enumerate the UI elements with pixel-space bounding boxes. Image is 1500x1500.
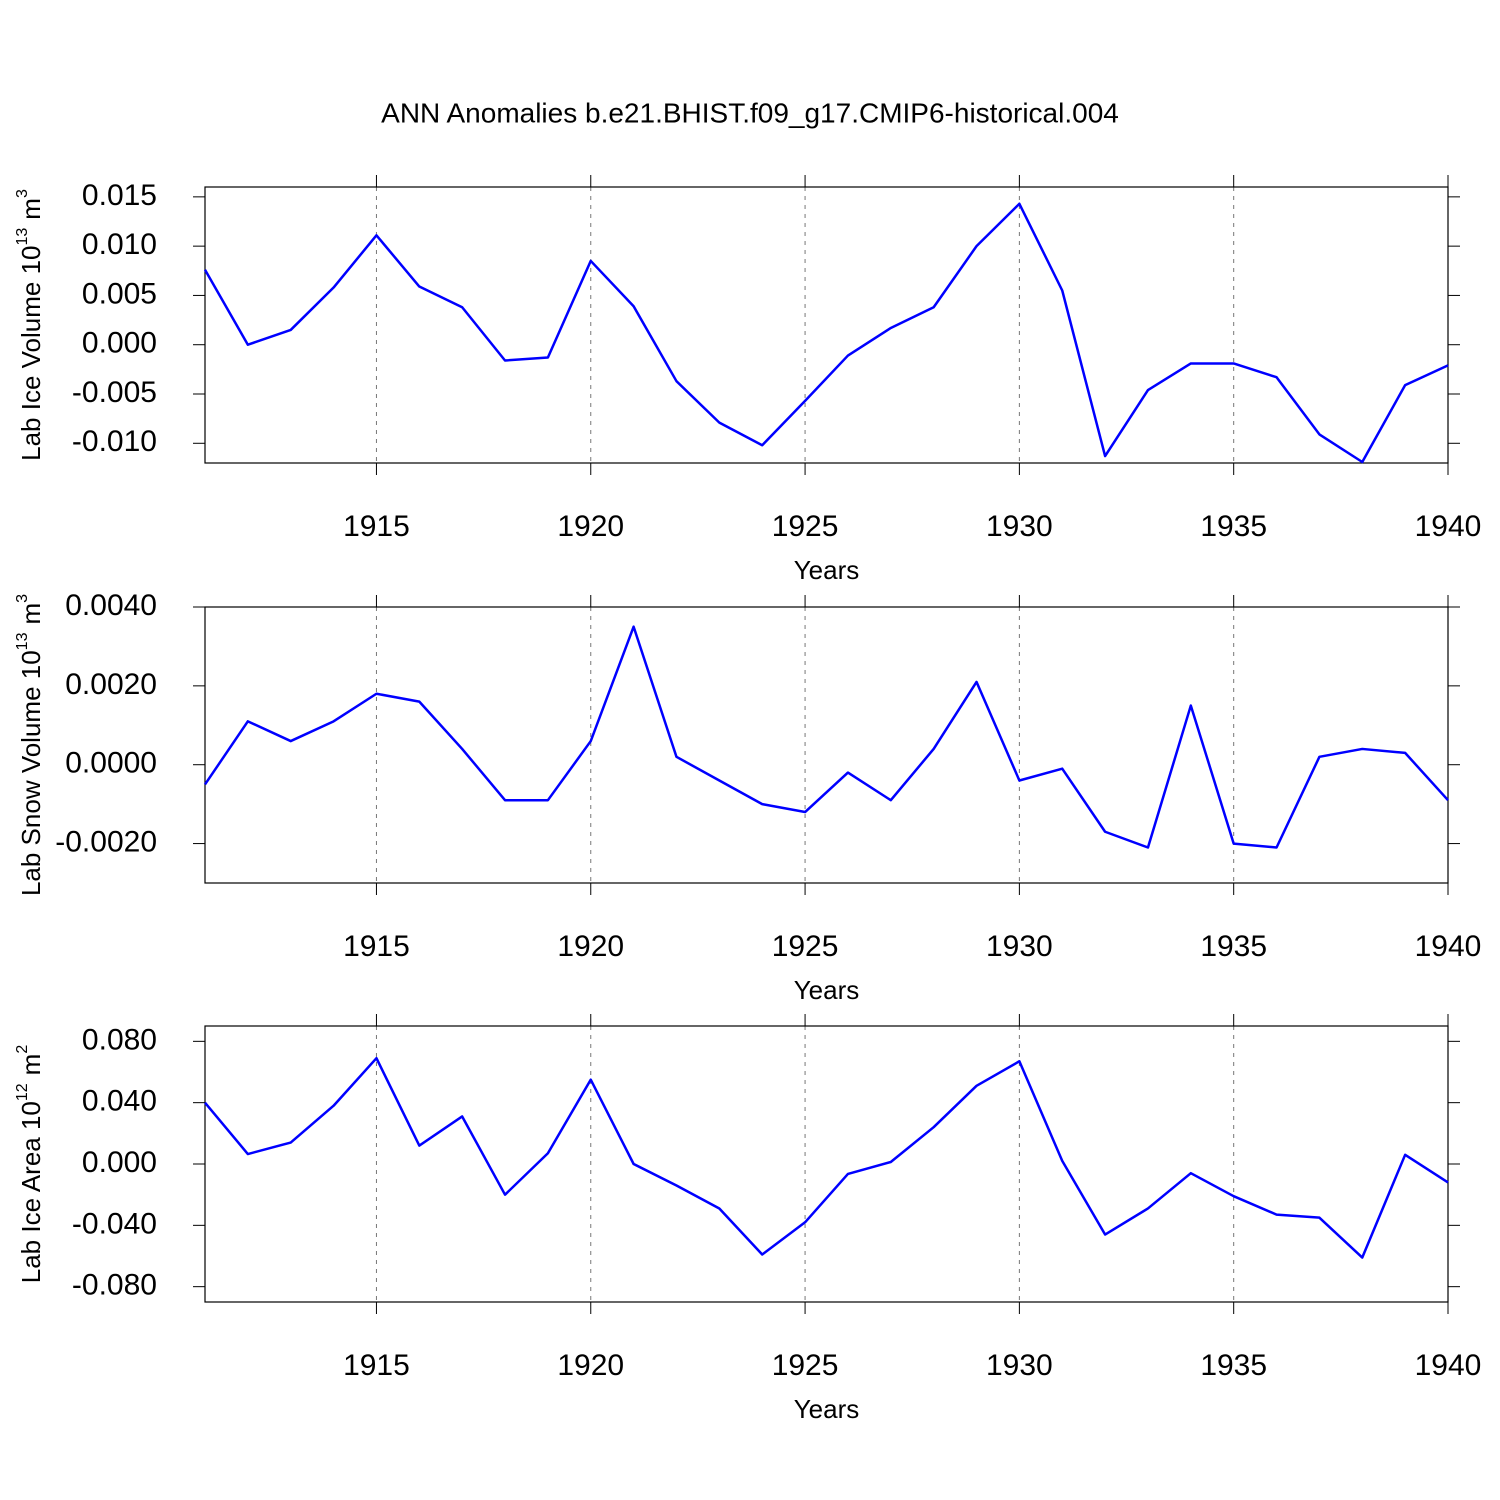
- y-label-unit-exp: 3: [14, 189, 31, 198]
- x-tick-label: 1925: [772, 510, 839, 543]
- x-tick-label: 1925: [772, 930, 839, 963]
- x-tick-label: 1930: [986, 1349, 1053, 1382]
- data-line: [203, 202, 1449, 464]
- x-tick-label: 1915: [343, 1349, 410, 1382]
- y-tick-label: 0.005: [82, 277, 157, 310]
- x-tick-label: 1940: [1415, 510, 1482, 543]
- x-tick-label: 1940: [1415, 930, 1482, 963]
- y-label-unit-exp: 2: [14, 1045, 31, 1054]
- x-tick-label: 1930: [986, 930, 1053, 963]
- x-axis-label: Years: [794, 1394, 860, 1424]
- y-tick-label: -0.080: [72, 1269, 157, 1302]
- x-tick-label: 1940: [1415, 1349, 1482, 1382]
- x-tick-label: 1920: [557, 510, 624, 543]
- y-tick-label: 0.0020: [65, 668, 157, 701]
- y-tick-label: 0.080: [82, 1023, 157, 1056]
- x-tick-label: 1930: [986, 510, 1053, 543]
- y-tick-label: 0.000: [82, 1146, 157, 1179]
- y-tick-label: 0.040: [82, 1085, 157, 1118]
- plot-frame: [204, 1025, 1449, 1303]
- y-tick-label: -0.010: [72, 425, 157, 458]
- y-label-unit: m: [16, 1054, 46, 1076]
- plot-frame: [204, 186, 1449, 464]
- y-label-exp: 13: [14, 632, 31, 650]
- x-tick-label: 1935: [1200, 930, 1267, 963]
- x-tick-label: 1935: [1200, 510, 1267, 543]
- x-tick-label: 1935: [1200, 1349, 1267, 1382]
- y-tick-label: 0.010: [82, 228, 157, 261]
- y-label-text: Lab Snow Volume 10: [16, 650, 46, 896]
- x-axis-label: Years: [794, 555, 860, 585]
- y-tick-label: 0.000: [82, 327, 157, 360]
- x-tick-label: 1920: [557, 1349, 624, 1382]
- chart-title: ANN Anomalies b.e21.BHIST.f09_g17.CMIP6-…: [381, 97, 1119, 128]
- x-axis-label: Years: [794, 975, 860, 1005]
- y-tick-label: -0.0020: [55, 825, 157, 858]
- y-label-exp: 12: [14, 1083, 31, 1101]
- y-tick-label: -0.040: [72, 1207, 157, 1240]
- x-tick-label: 1915: [343, 930, 410, 963]
- y-label-unit-exp: 3: [14, 594, 31, 603]
- y-label-text: Lab Ice Area 10: [16, 1101, 46, 1283]
- y-label-exp: 13: [14, 228, 31, 246]
- y-label-unit: m: [16, 603, 46, 625]
- y-axis-label: Lab Ice Volume 1013 m3: [14, 189, 46, 461]
- plot-frame: [204, 606, 1449, 884]
- y-label-text: Lab Ice Volume 10: [16, 245, 46, 460]
- y-tick-label: 0.0000: [65, 747, 157, 780]
- x-tick-label: 1915: [343, 510, 410, 543]
- y-tick-label: 0.015: [82, 179, 157, 212]
- data-line: [203, 625, 1449, 849]
- x-tick-label: 1925: [772, 1349, 839, 1382]
- y-label-unit: m: [16, 198, 46, 220]
- y-axis-label: Lab Ice Area 1012 m2: [14, 1045, 46, 1284]
- x-tick-label: 1920: [557, 930, 624, 963]
- y-tick-label: -0.005: [72, 376, 157, 409]
- data-line: [204, 1056, 1449, 1259]
- y-tick-label: 0.0040: [65, 589, 157, 622]
- y-axis-label: Lab Snow Volume 1013 m3: [14, 594, 46, 896]
